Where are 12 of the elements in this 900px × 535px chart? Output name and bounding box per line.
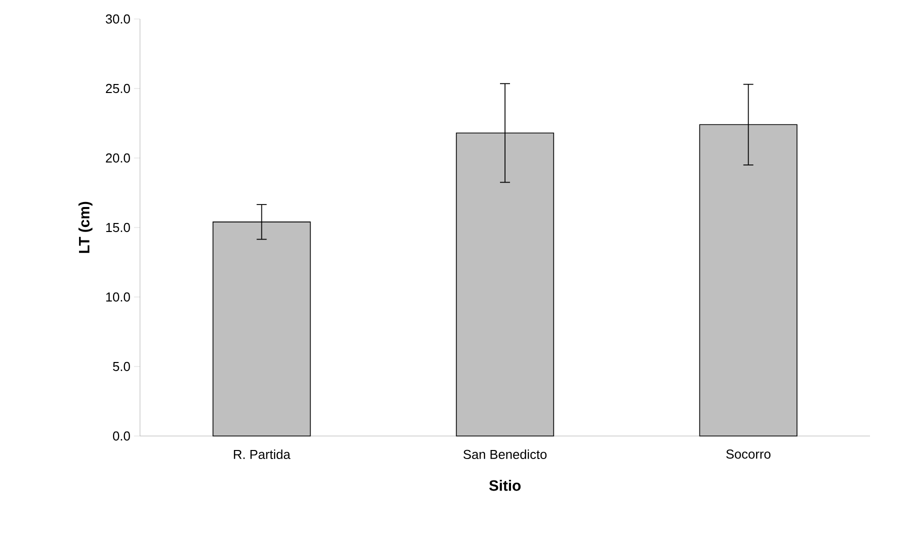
y-tick-label: 30.0 [106,14,130,24]
y-tick-label: 15.0 [106,222,130,232]
y-tick-label: 25.0 [106,84,130,94]
x-tick-label: Socorro [726,450,770,459]
y-tick-label: 10.0 [106,292,130,302]
x-tick-label: San Benedicto [463,450,547,460]
y-tick-label: 5.0 [112,362,130,372]
x-axis-title: Sitio [489,480,521,491]
y-axis-title: LT (cm) [78,202,92,253]
y-tick-label: 20.0 [106,153,130,163]
x-tick-label: R. Partida [234,450,290,460]
y-tick-label: 0.0 [112,431,130,441]
